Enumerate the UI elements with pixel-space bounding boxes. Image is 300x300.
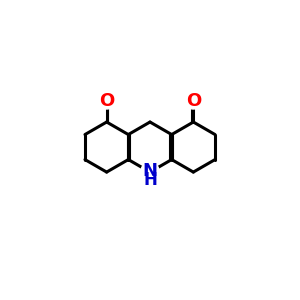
Circle shape <box>141 163 159 182</box>
Text: H: H <box>143 171 157 189</box>
Text: O: O <box>186 92 201 110</box>
Circle shape <box>98 92 115 109</box>
Circle shape <box>185 92 202 109</box>
Text: O: O <box>99 92 114 110</box>
Text: N: N <box>142 162 158 180</box>
